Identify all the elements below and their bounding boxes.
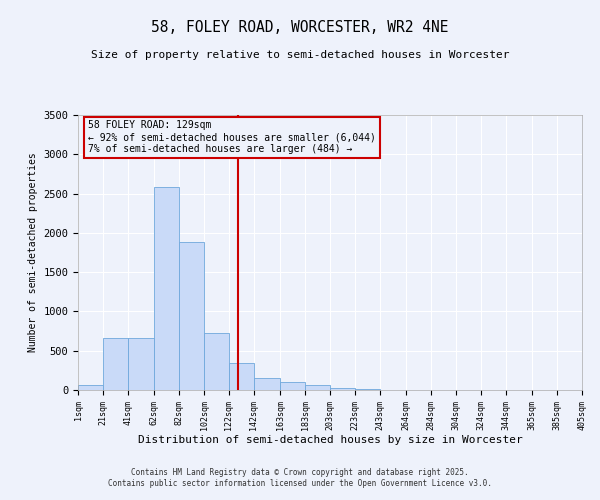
Bar <box>103 338 128 390</box>
Text: 58 FOLEY ROAD: 129sqm
← 92% of semi-detached houses are smaller (6,044)
7% of se: 58 FOLEY ROAD: 129sqm ← 92% of semi-deta… <box>88 120 376 154</box>
Text: 58, FOLEY ROAD, WORCESTER, WR2 4NE: 58, FOLEY ROAD, WORCESTER, WR2 4NE <box>151 20 449 35</box>
Text: Size of property relative to semi-detached houses in Worcester: Size of property relative to semi-detach… <box>91 50 509 60</box>
Bar <box>355 389 380 390</box>
Bar <box>154 188 179 390</box>
Bar <box>254 378 280 390</box>
Bar <box>204 334 229 390</box>
Bar <box>280 382 305 390</box>
Bar <box>330 388 355 390</box>
Y-axis label: Number of semi-detached properties: Number of semi-detached properties <box>28 152 38 352</box>
X-axis label: Distribution of semi-detached houses by size in Worcester: Distribution of semi-detached houses by … <box>137 436 523 446</box>
Bar <box>78 386 103 390</box>
Bar <box>128 338 154 390</box>
Text: Contains HM Land Registry data © Crown copyright and database right 2025.
Contai: Contains HM Land Registry data © Crown c… <box>108 468 492 487</box>
Bar <box>229 364 254 390</box>
Bar <box>179 242 204 390</box>
Bar <box>305 384 330 390</box>
